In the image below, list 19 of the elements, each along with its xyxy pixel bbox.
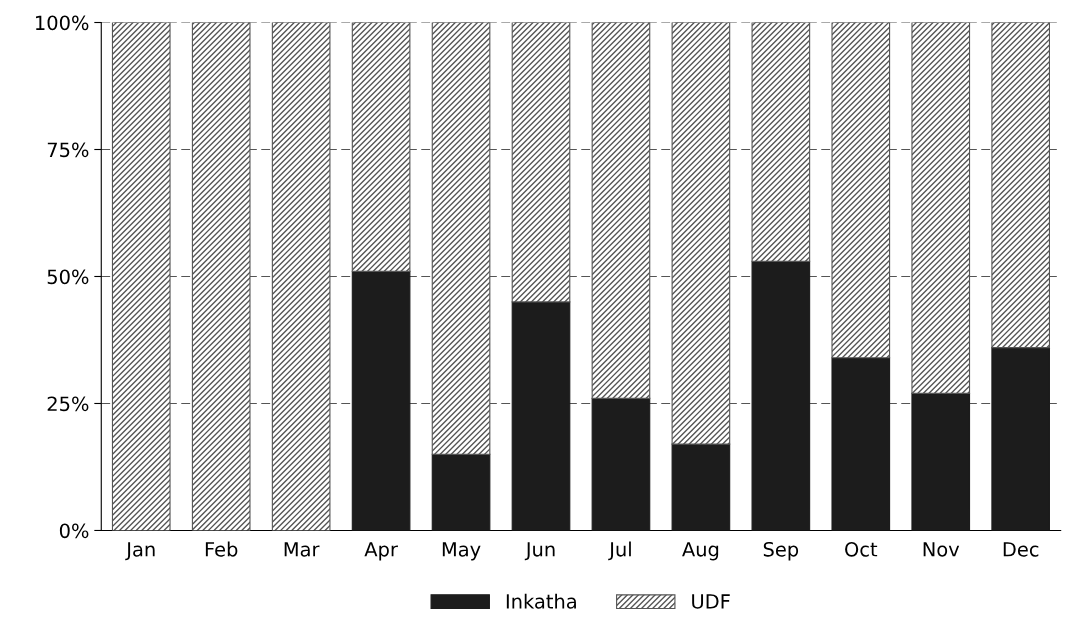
y-tick-label: 0%: [59, 523, 89, 539]
x-tick-label: Dec: [1003, 542, 1039, 557]
y-tick-label: 75%: [47, 142, 89, 158]
x-tick-label: Feb: [205, 541, 238, 557]
x-tick-label: Apr: [364, 542, 398, 561]
x-tick-label: Aug: [682, 542, 719, 561]
legend-label: UDF: [692, 594, 730, 609]
y-tick-label: 50%: [47, 269, 89, 285]
x-tick-label: Nov: [923, 542, 960, 557]
x-tick-label: Jun: [524, 542, 555, 561]
legend-label: Inkatha: [506, 593, 576, 609]
x-tick-label: Jan: [125, 542, 155, 561]
y-tick-label: 100%: [36, 15, 89, 31]
x-tick-label: May: [442, 542, 481, 561]
x-tick-label: Sep: [763, 541, 799, 561]
y-tick-label: 25%: [47, 396, 89, 412]
x-tick-label: Jul: [608, 541, 631, 561]
x-tick-label: Mar: [284, 542, 320, 557]
x-tick-label: Oct: [845, 541, 878, 557]
